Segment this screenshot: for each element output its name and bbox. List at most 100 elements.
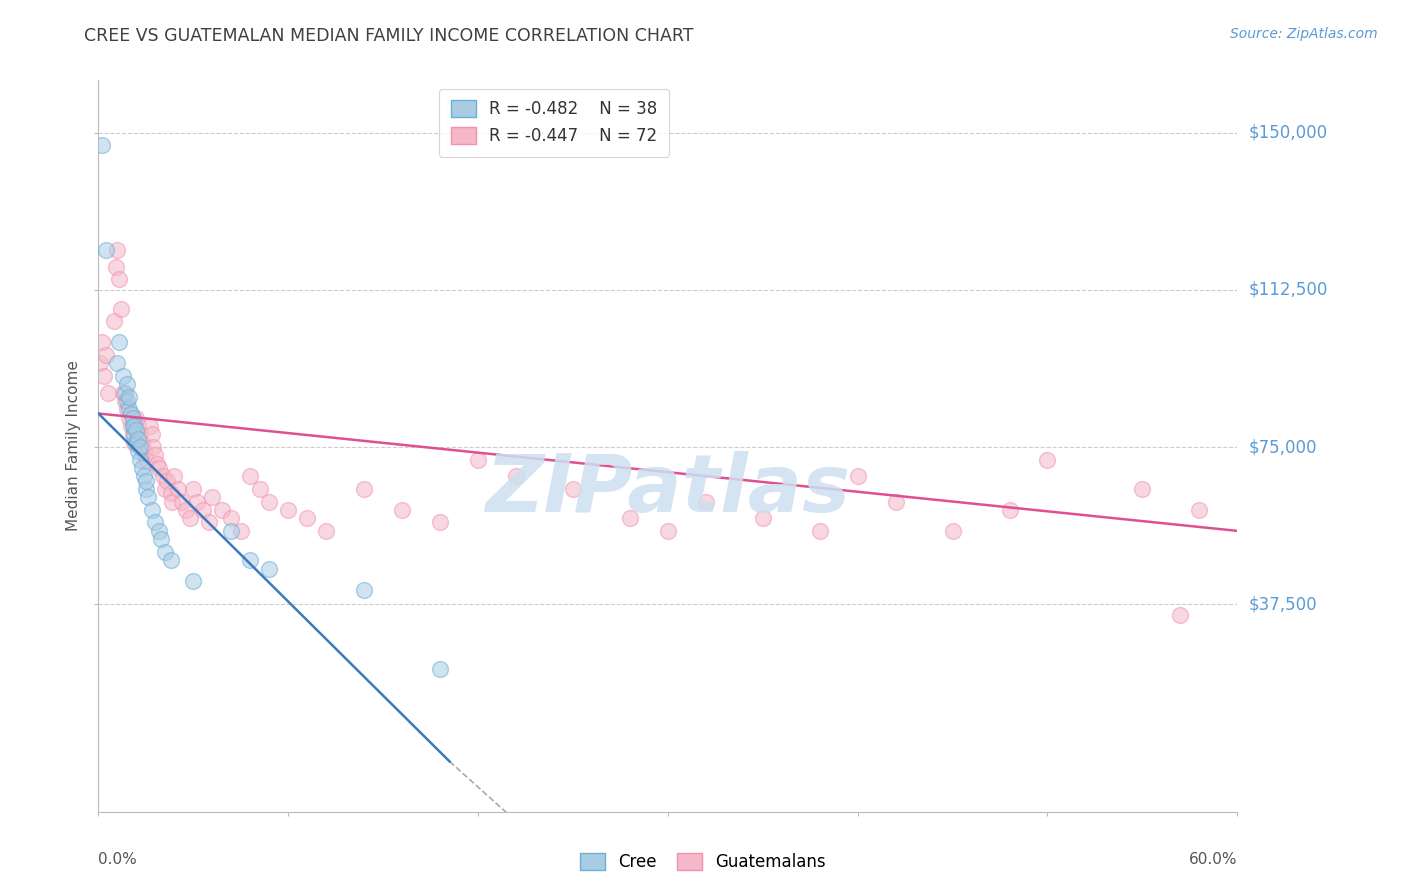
Point <box>118 390 141 404</box>
Point <box>148 524 170 538</box>
Point <box>1188 503 1211 517</box>
Point <box>124 427 146 442</box>
Point <box>135 452 157 467</box>
Point <box>118 410 141 425</box>
Point <box>619 511 641 525</box>
Point <box>142 440 165 454</box>
Point <box>186 494 208 508</box>
Point <box>391 503 413 517</box>
Point <box>127 444 149 458</box>
Point <box>121 419 143 434</box>
Point <box>141 503 163 517</box>
Point <box>132 469 155 483</box>
Point <box>129 440 152 454</box>
Point <box>91 335 114 350</box>
Point <box>183 482 205 496</box>
Point <box>145 449 167 463</box>
Point <box>197 516 219 530</box>
Text: 0.0%: 0.0% <box>98 852 138 867</box>
Point <box>107 356 129 370</box>
Point <box>115 402 138 417</box>
Point <box>249 482 271 496</box>
Point <box>136 491 159 505</box>
Point <box>121 427 143 442</box>
Point <box>429 516 451 530</box>
Point <box>201 491 224 505</box>
Point <box>277 503 299 517</box>
Point <box>657 524 679 538</box>
Point <box>1036 452 1059 467</box>
Point <box>89 356 111 370</box>
Point <box>998 503 1021 517</box>
Point <box>562 482 585 496</box>
Point <box>846 469 869 483</box>
Point <box>135 474 157 488</box>
Point <box>138 419 160 434</box>
Point <box>127 419 149 434</box>
Point <box>170 494 193 508</box>
Point <box>107 243 129 257</box>
Point <box>120 407 142 421</box>
Text: Source: ZipAtlas.com: Source: ZipAtlas.com <box>1230 27 1378 41</box>
Point <box>124 435 146 450</box>
Point <box>124 419 146 434</box>
Point <box>132 444 155 458</box>
Point <box>153 545 176 559</box>
Point <box>153 482 176 496</box>
Point <box>118 402 141 417</box>
Point <box>211 503 233 517</box>
Point <box>808 524 831 538</box>
Point <box>125 410 148 425</box>
Point <box>179 511 201 525</box>
Point <box>115 377 138 392</box>
Point <box>221 511 243 525</box>
Text: $37,500: $37,500 <box>1249 595 1317 613</box>
Point <box>1170 607 1192 622</box>
Point <box>148 461 170 475</box>
Legend: R = -0.482    N = 38, R = -0.447    N = 72: R = -0.482 N = 38, R = -0.447 N = 72 <box>439 88 669 157</box>
Point <box>125 423 148 437</box>
Point <box>239 469 262 483</box>
Point <box>135 482 157 496</box>
Point <box>221 524 243 538</box>
Point <box>174 503 197 517</box>
Point <box>129 452 152 467</box>
Y-axis label: Median Family Income: Median Family Income <box>66 360 82 532</box>
Point <box>259 561 281 575</box>
Point <box>114 385 136 400</box>
Point <box>93 368 115 383</box>
Point <box>112 368 135 383</box>
Point <box>259 494 281 508</box>
Point <box>150 533 173 547</box>
Text: $112,500: $112,500 <box>1249 281 1327 299</box>
Point <box>353 582 375 597</box>
Point <box>121 410 143 425</box>
Point <box>108 335 131 350</box>
Text: CREE VS GUATEMALAN MEDIAN FAMILY INCOME CORRELATION CHART: CREE VS GUATEMALAN MEDIAN FAMILY INCOME … <box>84 27 693 45</box>
Point <box>131 461 153 475</box>
Text: $75,000: $75,000 <box>1249 438 1317 456</box>
Point <box>97 385 120 400</box>
Point <box>695 494 717 508</box>
Point <box>125 435 148 450</box>
Point <box>115 393 138 408</box>
Point <box>127 432 149 446</box>
Point <box>505 469 527 483</box>
Point <box>108 272 131 286</box>
Point <box>429 662 451 676</box>
Point <box>94 348 117 362</box>
Text: $150,000: $150,000 <box>1249 124 1327 142</box>
Point <box>159 486 181 500</box>
Point <box>110 301 132 316</box>
Legend: Cree, Guatemalans: Cree, Guatemalans <box>572 845 834 880</box>
Text: 60.0%: 60.0% <box>1189 852 1237 867</box>
Point <box>297 511 319 525</box>
Point <box>191 503 214 517</box>
Point <box>315 524 337 538</box>
Point <box>152 469 174 483</box>
Point <box>163 469 186 483</box>
Point <box>156 474 179 488</box>
Point <box>94 243 117 257</box>
Point <box>146 457 169 471</box>
Point <box>353 482 375 496</box>
